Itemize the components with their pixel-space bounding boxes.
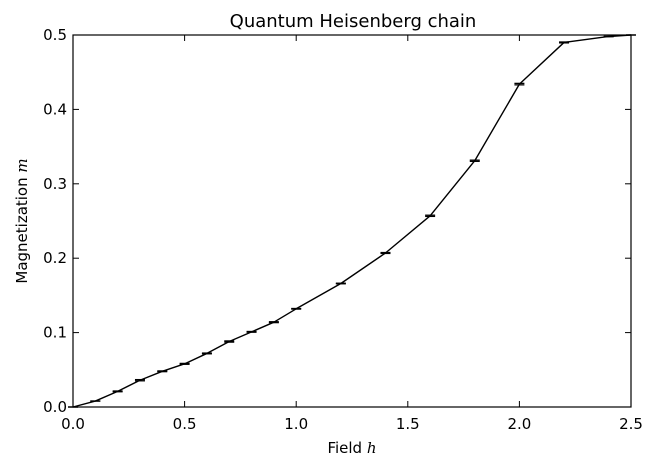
x-tick-label: 2.0 bbox=[507, 415, 531, 433]
y-tick-label: 0.1 bbox=[43, 324, 67, 342]
plot-frame bbox=[72, 34, 632, 408]
plot-area bbox=[68, 34, 636, 408]
errorbar bbox=[380, 251, 391, 255]
chart-title: Quantum Heisenberg chain bbox=[230, 11, 477, 32]
errorbar bbox=[112, 390, 123, 393]
x-axis-label: Field h bbox=[327, 439, 376, 457]
errorbar bbox=[559, 41, 570, 44]
y-tick-label: 0.0 bbox=[43, 398, 67, 416]
errorbar bbox=[134, 378, 145, 382]
y-tick-label: 0.2 bbox=[43, 249, 67, 267]
x-tick-label: 1.0 bbox=[284, 415, 308, 433]
errorbar bbox=[268, 321, 279, 324]
errorbar bbox=[291, 307, 302, 310]
series-line bbox=[72, 34, 632, 408]
errorbar bbox=[157, 370, 168, 373]
x-tick-label: 2.5 bbox=[619, 415, 643, 433]
x-tick-label: 1.5 bbox=[396, 415, 420, 433]
errorbar bbox=[179, 362, 190, 365]
errorbar bbox=[246, 330, 257, 333]
x-tick-label: 0.0 bbox=[61, 415, 85, 433]
y-tick-labels: 0.0 0.1 0.2 0.3 0.4 0.5 bbox=[43, 26, 67, 416]
x-tick-labels: 0.0 0.5 1.0 1.5 2.0 2.5 bbox=[61, 415, 643, 433]
errorbar bbox=[335, 282, 346, 285]
x-axis-label-text: Field bbox=[327, 439, 362, 457]
errorbar bbox=[224, 340, 235, 343]
errorbar bbox=[201, 352, 212, 355]
y-axis-label-variable: m bbox=[13, 158, 31, 172]
x-axis-label-variable: h bbox=[367, 439, 377, 457]
tick-marks bbox=[72, 34, 632, 408]
y-tick-label: 0.5 bbox=[43, 26, 67, 44]
x-tick-label: 0.5 bbox=[173, 415, 197, 433]
y-tick-label: 0.3 bbox=[43, 175, 67, 193]
y-axis-label: Magnetization m bbox=[13, 158, 31, 283]
errorbar bbox=[469, 159, 480, 162]
y-axis-label-text: Magnetization bbox=[13, 177, 31, 283]
errorbar bbox=[425, 214, 436, 218]
errorbar bbox=[514, 82, 525, 86]
y-tick-label: 0.4 bbox=[43, 100, 67, 118]
series-layer bbox=[72, 34, 632, 408]
errorbar-layer bbox=[68, 34, 636, 408]
